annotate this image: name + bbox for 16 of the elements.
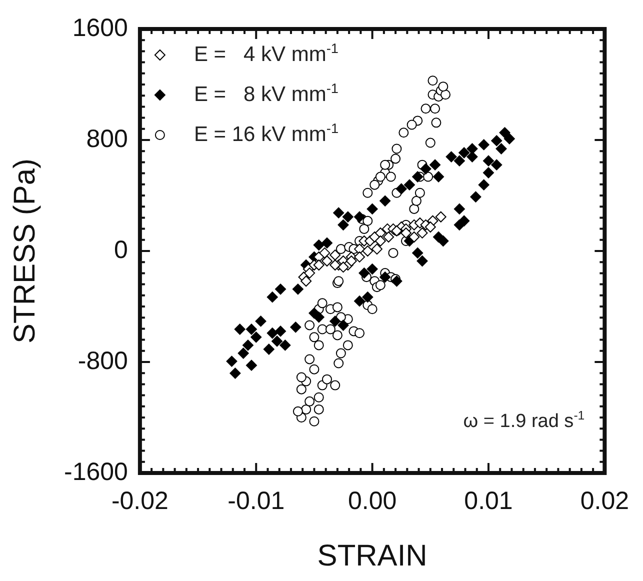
x-tick-label: 0.01: [464, 486, 513, 515]
legend-label: E = 16 kV mm$^{-1}$: [194, 121, 339, 147]
x-tick-label: 0.02: [580, 486, 630, 515]
x-tick-label: -0.01: [228, 486, 285, 515]
x-tick-label: 0.00: [348, 486, 397, 515]
x-axis-title: STRAIN: [317, 539, 428, 572]
y-tick-label: -800: [78, 346, 128, 375]
x-tick-label: -0.02: [111, 486, 168, 515]
y-axis-title: STRESS (Pa): [8, 158, 42, 344]
legend-label: E = 4 kV mm$^{-1}$: [194, 41, 339, 67]
y-tick-label: 1600: [72, 14, 128, 42]
y-tick-label: 0: [114, 236, 128, 264]
y-tick-label: -1600: [64, 458, 128, 486]
legend-label: E = 8 kV mm$^{-1}$: [194, 81, 339, 107]
y-tick-label: 800: [86, 124, 128, 153]
annotation: ω = 1.9 rad s$^{-1}$: [463, 408, 585, 433]
